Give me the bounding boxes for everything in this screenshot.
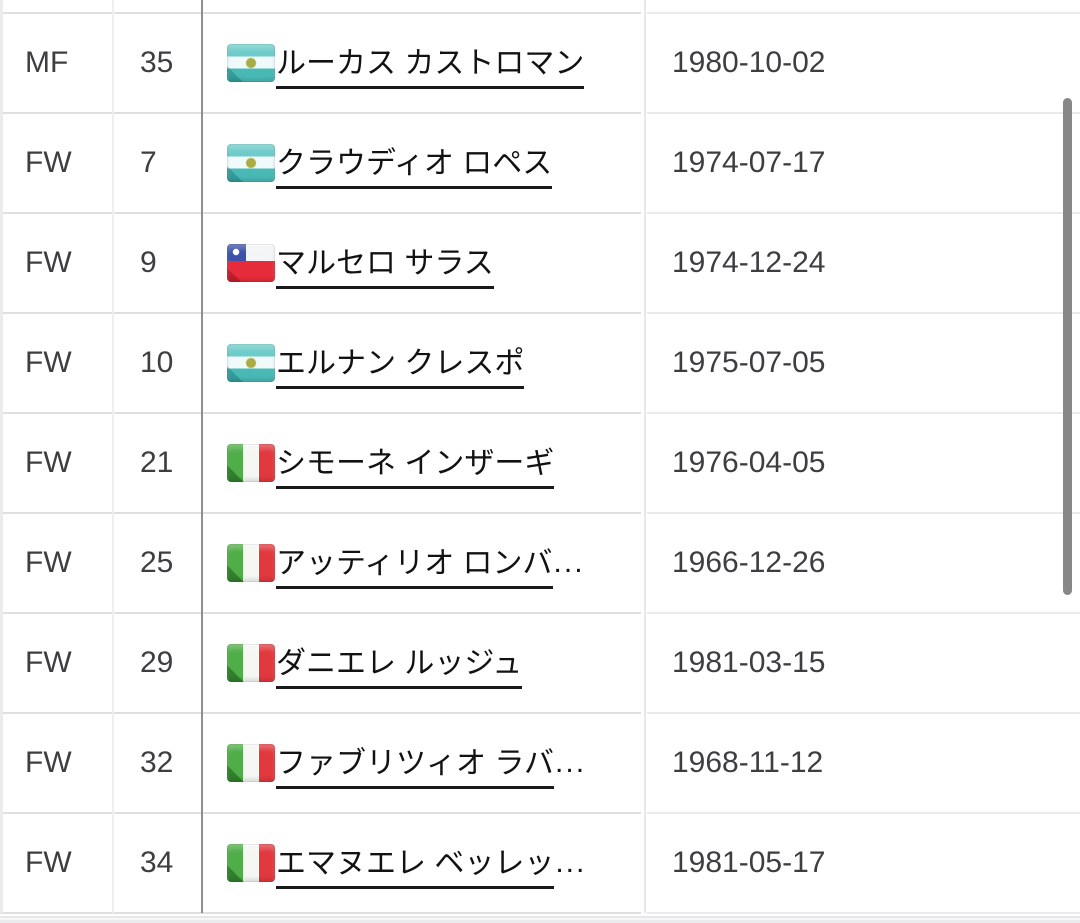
shirt-number-cell: 10 (140, 346, 174, 379)
column-separator-line (644, 0, 646, 913)
table-row: FW 34 エマヌエレ ベッレッ ... 1981-05-17 (0, 813, 1080, 914)
country-flag-icon (227, 544, 275, 582)
table-row: FW 10 エルナン クレスポ 1975-07-05 (0, 313, 1080, 414)
position-cell: MF (25, 46, 69, 79)
table-row: FW 32 ファブリツィオ ラバ ... 1968-11-12 (0, 713, 1080, 814)
table-row: MF 35 ルーカス カストロマン 1980-10-02 (0, 13, 1080, 114)
position-cell: FW (25, 546, 72, 579)
birthdate-cell: 1966-12-26 (672, 546, 826, 579)
shirt-number-cell: 7 (140, 146, 157, 179)
birthdate-cell: 1968-11-12 (672, 746, 824, 779)
shirt-number-cell: 35 (140, 46, 174, 79)
position-cell: FW (25, 246, 72, 279)
birthdate-cell: 1974-07-17 (672, 146, 826, 179)
player-name-link[interactable]: エマヌエレ ベッレッ (276, 838, 555, 889)
fixed-pane-divider-line (201, 0, 203, 913)
player-cell: ルーカス カストロマン (202, 13, 645, 113)
position-cell: FW (25, 346, 72, 379)
horizontal-scrollbar-track[interactable] (0, 916, 1080, 923)
player-name-link[interactable]: シモーネ インザーギ (276, 438, 555, 489)
position-cell: FW (25, 846, 72, 879)
birthdate-cell: 1981-03-15 (672, 646, 826, 679)
position-cell: FW (25, 746, 72, 779)
player-name-link[interactable]: ルーカス カストロマン (276, 38, 585, 89)
player-cell: エマヌエレ ベッレッ ... (202, 813, 645, 913)
shirt-number-cell: 9 (140, 246, 157, 279)
shirt-number-cell: 32 (140, 746, 174, 779)
table-row: FW 25 アッティリオ ロンバ ... 1966-12-26 (0, 513, 1080, 614)
birthdate-cell: 1980-10-02 (672, 46, 826, 79)
player-cell: ファブリツィオ ラバ ... (202, 713, 645, 813)
table-row: FW 21 シモーネ インザーギ 1976-04-05 (0, 413, 1080, 514)
shirt-number-cell: 34 (140, 846, 174, 879)
birthdate-cell: 1976-04-05 (672, 446, 826, 479)
table-row: FW 9 マルセロ サラス 1974-12-24 (0, 213, 1080, 314)
player-cell: シモーネ インザーギ (202, 413, 645, 513)
table-row: FW 7 クラウディオ ロペス 1974-07-17 (0, 113, 1080, 214)
player-cell: アッティリオ ロンバ ... (202, 513, 645, 613)
player-cell: クラウディオ ロペス (202, 113, 645, 213)
birthdate-cell: 1981-05-17 (672, 846, 826, 879)
player-cell: ダニエレ ルッジュ (202, 613, 645, 713)
top-partial-row (0, 0, 1080, 14)
shirt-number-cell: 21 (140, 446, 174, 479)
country-flag-icon (227, 444, 275, 482)
shirt-number-cell: 29 (140, 646, 174, 679)
country-flag-icon (227, 44, 275, 82)
column-separator-line (112, 0, 114, 913)
vertical-scrollbar-thumb[interactable] (1063, 98, 1072, 595)
country-flag-icon (227, 344, 275, 382)
player-cell: エルナン クレスポ (202, 313, 645, 413)
country-flag-icon (227, 144, 275, 182)
truncation-ellipsis: ... (555, 846, 587, 879)
player-name-link[interactable]: マルセロ サラス (276, 238, 494, 289)
country-flag-icon (227, 244, 275, 282)
player-name-link[interactable]: クラウディオ ロペス (276, 138, 553, 189)
truncation-ellipsis: ... (553, 546, 585, 579)
shirt-number-cell: 25 (140, 546, 174, 579)
table-row: FW 29 ダニエレ ルッジュ 1981-03-15 (0, 613, 1080, 714)
birthdate-cell: 1974-12-24 (672, 246, 826, 279)
player-name-link[interactable]: アッティリオ ロンバ (276, 538, 553, 589)
truncation-ellipsis: ... (555, 746, 587, 779)
player-name-link[interactable]: ダニエレ ルッジュ (276, 638, 523, 689)
position-cell: FW (25, 646, 72, 679)
player-cell: マルセロ サラス (202, 213, 645, 313)
birthdate-cell: 1975-07-05 (672, 346, 826, 379)
position-cell: FW (25, 446, 72, 479)
player-name-link[interactable]: エルナン クレスポ (276, 338, 525, 389)
country-flag-icon (227, 844, 275, 882)
country-flag-icon (227, 744, 275, 782)
player-table: MF 35 ルーカス カストロマン 1980-10-02 FW 7 クラウディオ… (0, 13, 1080, 914)
player-name-link[interactable]: ファブリツィオ ラバ (276, 738, 555, 789)
country-flag-icon (227, 644, 275, 682)
table-left-edge-line (0, 0, 3, 913)
position-cell: FW (25, 146, 72, 179)
